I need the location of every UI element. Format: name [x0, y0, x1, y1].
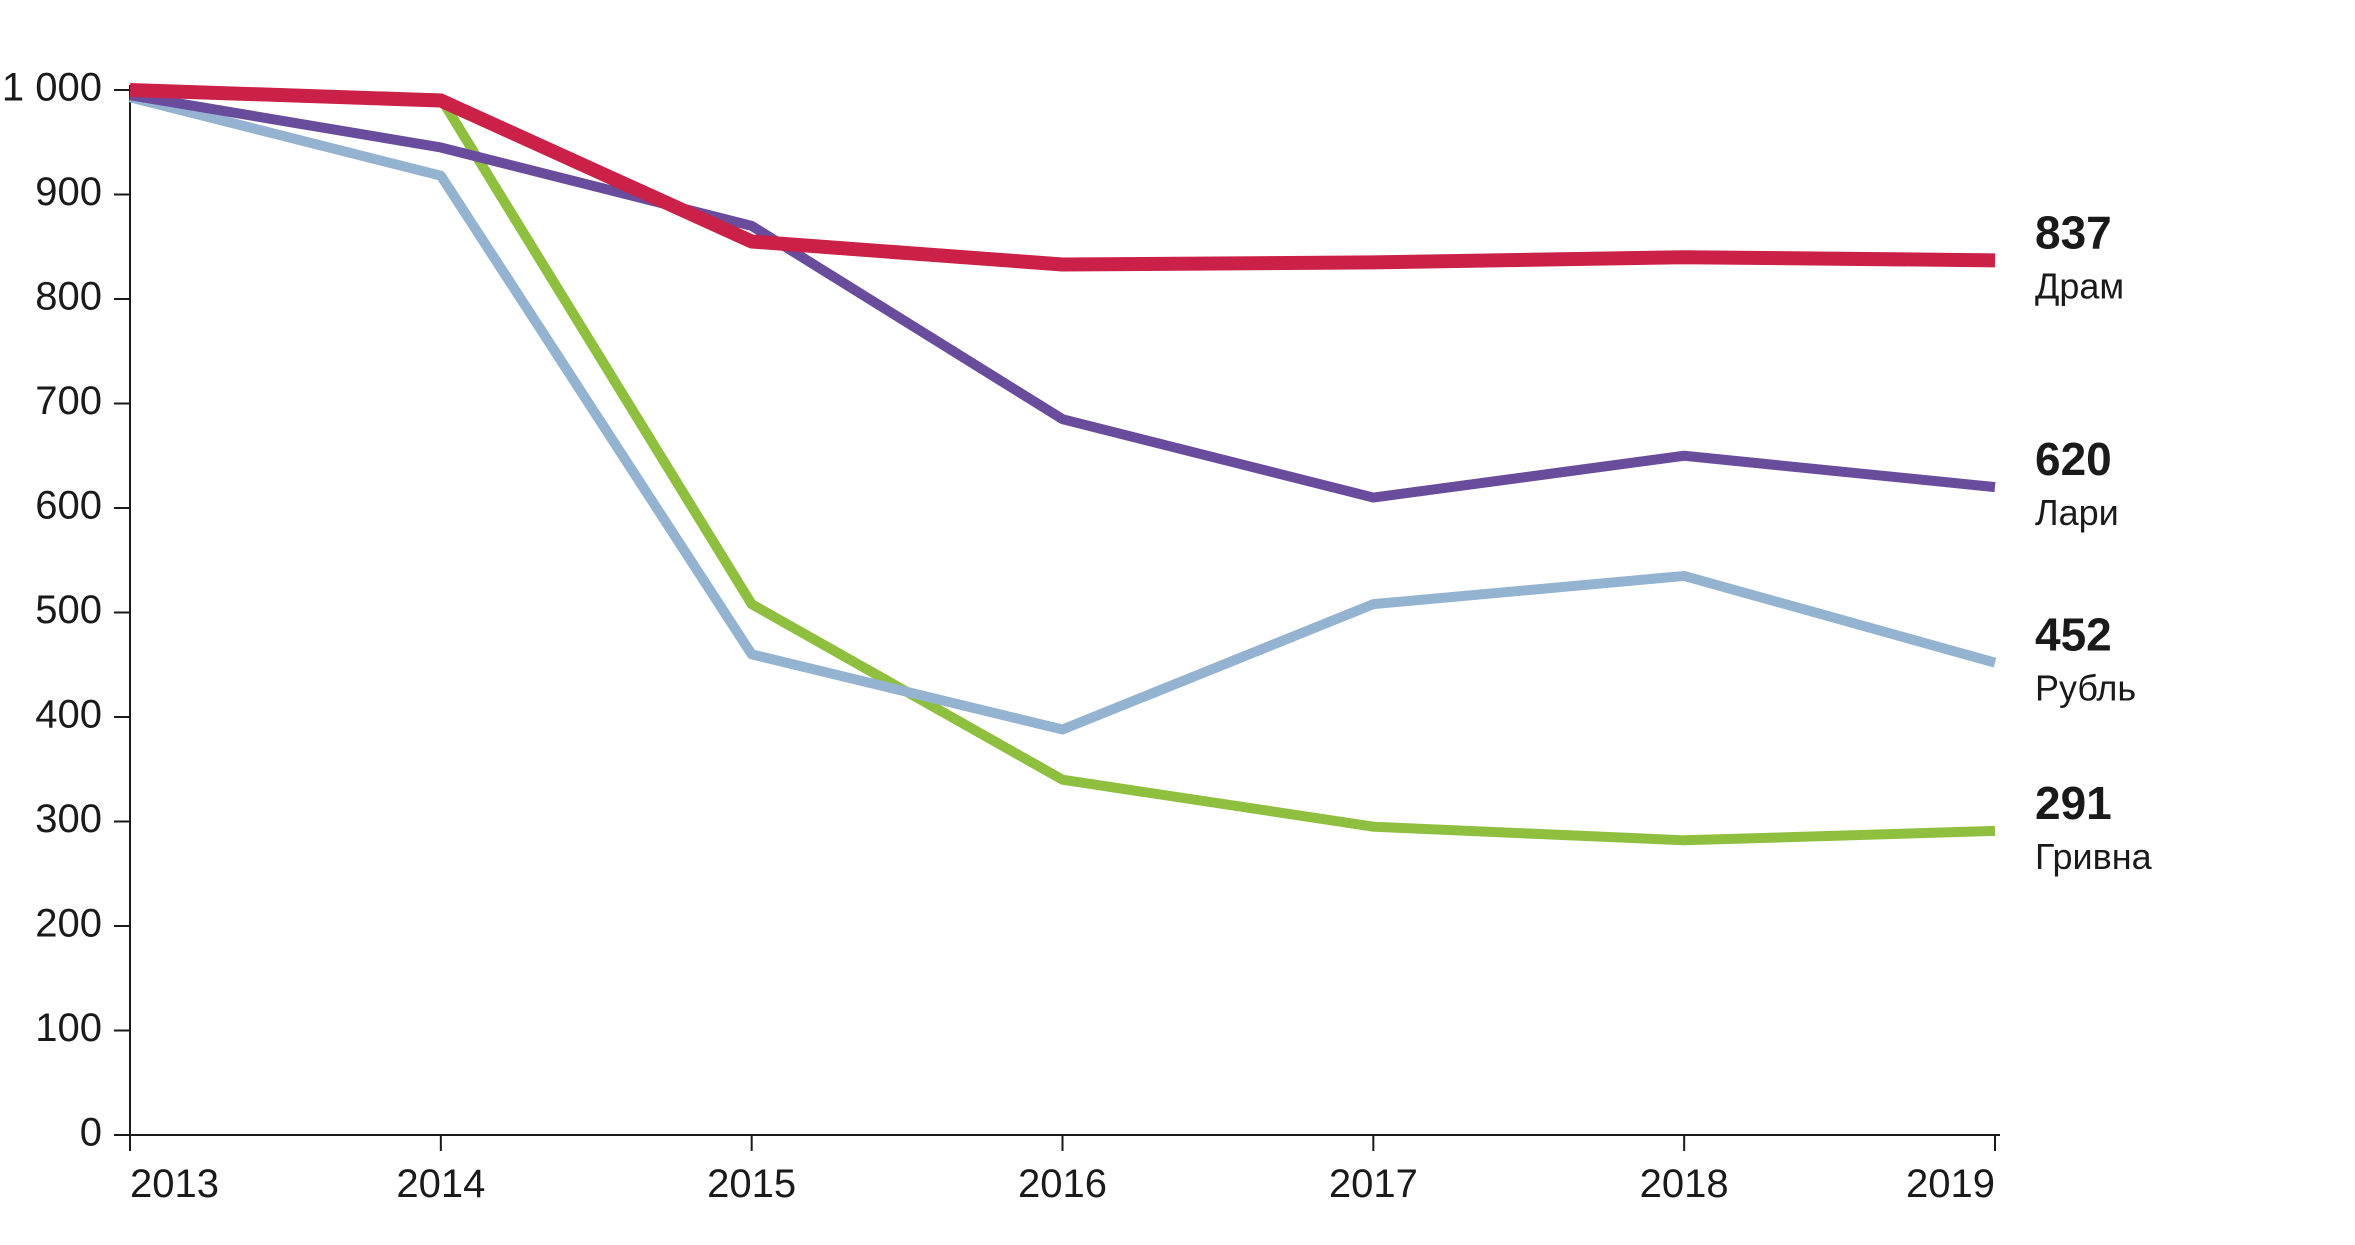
series-end-value: 291: [2035, 777, 2112, 829]
y-tick-label: 700: [35, 379, 102, 423]
y-tick-label: 900: [35, 170, 102, 214]
x-tick-label: 2016: [1018, 1162, 1107, 1206]
series-end-value: 620: [2035, 433, 2112, 485]
series-name-label: Драм: [2035, 265, 2124, 306]
chart-svg: 0 100 200 300 400 500 600 700 800 900 1 000 2013 201…: [0, 0, 2355, 1245]
x-tick-label: 2013: [130, 1162, 219, 1206]
currency-index-chart: 0 100 200 300 400 500 600 700 800 900 1 000 2013 201…: [0, 0, 2355, 1245]
y-tick-label: 600: [35, 484, 102, 528]
y-tick-label: 0: [80, 1111, 102, 1155]
series-name-label: Гривна: [2035, 836, 2153, 877]
y-tick-label: 200: [35, 902, 102, 946]
series-end-value: 837: [2035, 206, 2112, 258]
x-tick-label: 2017: [1329, 1162, 1418, 1206]
y-tick-label: 500: [35, 588, 102, 632]
x-tick-label: 2018: [1640, 1162, 1729, 1206]
series-name-label: Лари: [2035, 492, 2119, 533]
y-tick-label: 100: [35, 1006, 102, 1050]
x-tick-label: 2015: [707, 1162, 796, 1206]
y-tick-label: 1 000: [2, 66, 102, 110]
y-tick-label: 300: [35, 797, 102, 841]
series-end-value: 452: [2035, 609, 2112, 661]
series-name-label: Рубль: [2035, 668, 2136, 709]
x-tick-label: 2014: [396, 1162, 485, 1206]
y-tick-label: 800: [35, 275, 102, 319]
y-tick-label: 400: [35, 693, 102, 737]
x-tick-label: 2019: [1906, 1162, 1995, 1206]
